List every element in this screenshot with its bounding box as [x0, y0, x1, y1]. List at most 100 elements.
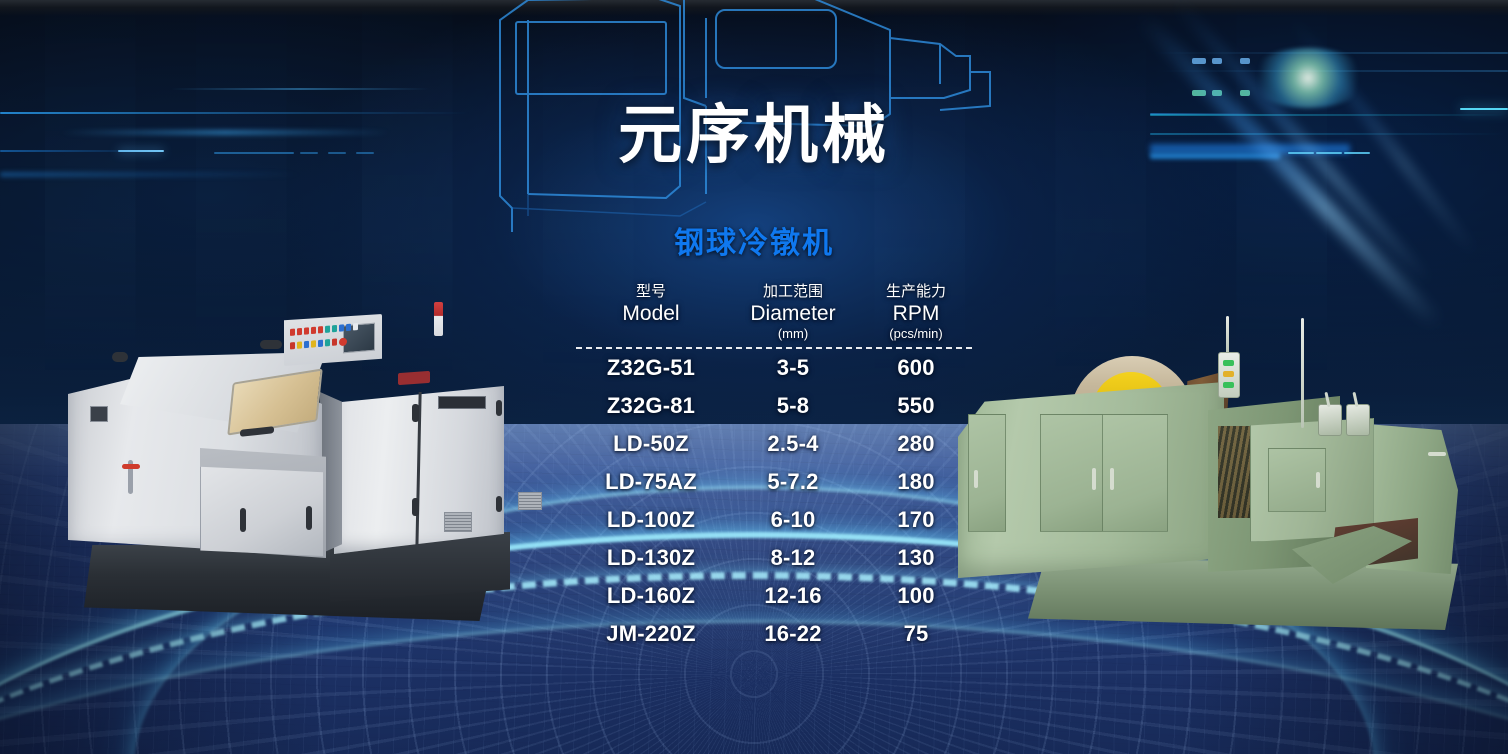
tech-dash [1240, 58, 1250, 64]
machine-right-vertical-rod [1301, 318, 1304, 428]
machine-left-cabinet-handle [496, 400, 502, 416]
light-streak [1460, 108, 1508, 110]
machine-left-cabinet-handle [496, 496, 502, 512]
panel-button[interactable] [325, 325, 330, 333]
machine-left-lever-grip [122, 464, 140, 469]
tech-dash [1212, 58, 1222, 64]
light-streak [300, 152, 318, 154]
light-streak [1316, 152, 1342, 154]
panel-button[interactable] [297, 327, 302, 336]
table-header-diameter-cn: 加工范围 [762, 282, 823, 300]
spec-cell-diameter: 12-16 [764, 583, 822, 608]
page-title: 元序机械 [618, 99, 890, 173]
panel-button[interactable] [325, 338, 330, 347]
panel-button[interactable] [332, 338, 337, 346]
spec-cell-diameter: 8-12 [770, 545, 816, 570]
spec-cell-model: LD-160Z [606, 583, 696, 608]
panel-button[interactable] [304, 327, 309, 335]
table-row: LD-100Z 6-10 170 [576, 501, 972, 539]
panel-button[interactable] [290, 328, 295, 336]
light-streak [0, 172, 300, 177]
panel-button[interactable] [318, 339, 323, 348]
spec-cell-model: Z32G-51 [606, 355, 696, 380]
light-streak [1150, 114, 1508, 116]
table-body: Z32G-51 3-5 600 Z32G-81 5-8 550 LD-50Z 2.5-4 280… [576, 349, 972, 653]
spec-cell-rpm: 100 [897, 583, 935, 608]
spec-cell-diameter: 3-5 [776, 355, 810, 380]
machine-right-tooling-head [1346, 404, 1370, 436]
light-streak [1150, 133, 1508, 135]
panel-button[interactable] [332, 324, 337, 333]
light-streak [0, 150, 160, 152]
spec-cell-rpm: 170 [897, 507, 935, 532]
table-row: LD-160Z 12-16 100 [576, 577, 972, 615]
spec-cell-rpm: 180 [897, 469, 935, 494]
machine-left-lever [128, 460, 133, 494]
spec-cell-model: JM-220Z [606, 621, 696, 646]
spec-cell-rpm: 130 [897, 545, 935, 570]
panel-button[interactable] [311, 340, 316, 348]
machine-left-side-vent [90, 406, 108, 422]
machine-left-hood-rail [260, 340, 282, 349]
table-row: LD-130Z 8-12 130 [576, 539, 972, 577]
spec-cell-model: Z32G-81 [606, 393, 696, 418]
table-header-row: 型号 Model 加工范围 Diameter (mm) 生产能力 RPM (pc… [576, 282, 972, 341]
machine-left-cabinet-handle [412, 404, 419, 422]
lens-flare-glow [1248, 48, 1368, 108]
table-row: Z32G-51 3-5 600 [576, 349, 972, 387]
top-edge-shade [0, 0, 1508, 16]
machine-right-door-handle [974, 470, 978, 488]
machine-left-cabinet-handle [412, 498, 419, 516]
table-header-diameter-en: Diameter [750, 302, 836, 325]
table-header-model-cn: 型号 [635, 282, 666, 300]
light-streak [1150, 144, 1350, 154]
machine-right-vertical-rod [1226, 316, 1229, 356]
indicator-lamp-amber [1223, 371, 1234, 377]
table-header-rpm-en: RPM [892, 302, 940, 325]
emergency-stop-button[interactable] [339, 337, 347, 347]
tech-dash [1192, 90, 1206, 96]
machine-left-cnc-cold-header [62, 300, 542, 640]
machine-right-cold-heading [950, 316, 1495, 655]
machine-left-vent [518, 492, 542, 510]
machine-left-hood-rail [112, 352, 128, 362]
machine-right-indicator-light-box [1218, 352, 1240, 398]
table-header-rpm-unit: (pcs/min) [889, 326, 943, 341]
table-row: LD-50Z 2.5-4 280 [576, 425, 972, 463]
tech-dash [1240, 90, 1250, 96]
machine-right-door-handle [1092, 468, 1096, 490]
table-header-rpm-cn: 生产能力 [885, 282, 946, 300]
panel-button[interactable] [297, 341, 302, 349]
spec-cell-diameter: 16-22 [764, 621, 822, 646]
light-streak [170, 88, 430, 90]
table-header-rpm: 生产能力 RPM (pcs/min) [860, 282, 972, 341]
table-row: LD-75AZ 5-7.2 180 [576, 463, 972, 501]
panel-button[interactable] [346, 323, 351, 332]
light-streak [1288, 152, 1314, 154]
spec-cell-model: LD-50Z [613, 431, 689, 456]
light-streak [214, 152, 294, 154]
spec-cell-rpm: 280 [897, 431, 935, 456]
panel-button[interactable] [290, 342, 295, 350]
panel-button[interactable] [304, 340, 309, 349]
product-subtitle: 钢球冷镦机 [674, 226, 834, 261]
spec-cell-rpm: 75 [903, 621, 929, 646]
light-streak [328, 152, 346, 154]
spec-cell-model: LD-130Z [606, 545, 696, 570]
panel-button[interactable] [311, 326, 316, 335]
machine-right-door-handle [1110, 468, 1114, 490]
spec-cell-diameter: 5-7.2 [767, 469, 819, 494]
panel-button[interactable] [353, 323, 358, 331]
spec-cell-rpm: 550 [897, 393, 935, 418]
spec-cell-model: LD-75AZ [605, 469, 697, 494]
panel-button[interactable] [339, 324, 344, 332]
spec-cell-diameter: 2.5-4 [767, 431, 819, 456]
tech-dash [1192, 58, 1206, 64]
machine-left-signal-tower-light [434, 302, 443, 336]
spec-cell-model: LD-100Z [606, 507, 696, 532]
light-streak [1150, 153, 1280, 159]
table-row: JM-220Z 16-22 75 [576, 615, 972, 653]
machine-left-nameplate [438, 396, 486, 409]
panel-button[interactable] [318, 326, 323, 334]
